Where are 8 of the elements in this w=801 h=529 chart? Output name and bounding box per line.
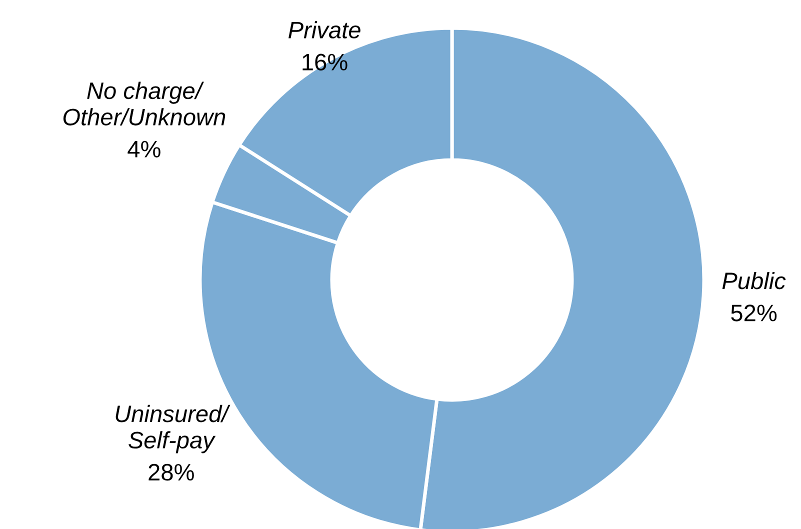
data-label: 4%: [128, 140, 160, 158]
data-label: 16%: [302, 54, 348, 71]
slice-label: Uninsured/ Self-pay: [116, 404, 230, 454]
data-label: 28%: [148, 464, 194, 481]
slice-label: No charge/ Other/Unknown: [63, 82, 226, 126]
slice-label: Private: [288, 21, 360, 38]
data-label: 52%: [731, 304, 777, 322]
slice-label: Public: [722, 272, 786, 290]
